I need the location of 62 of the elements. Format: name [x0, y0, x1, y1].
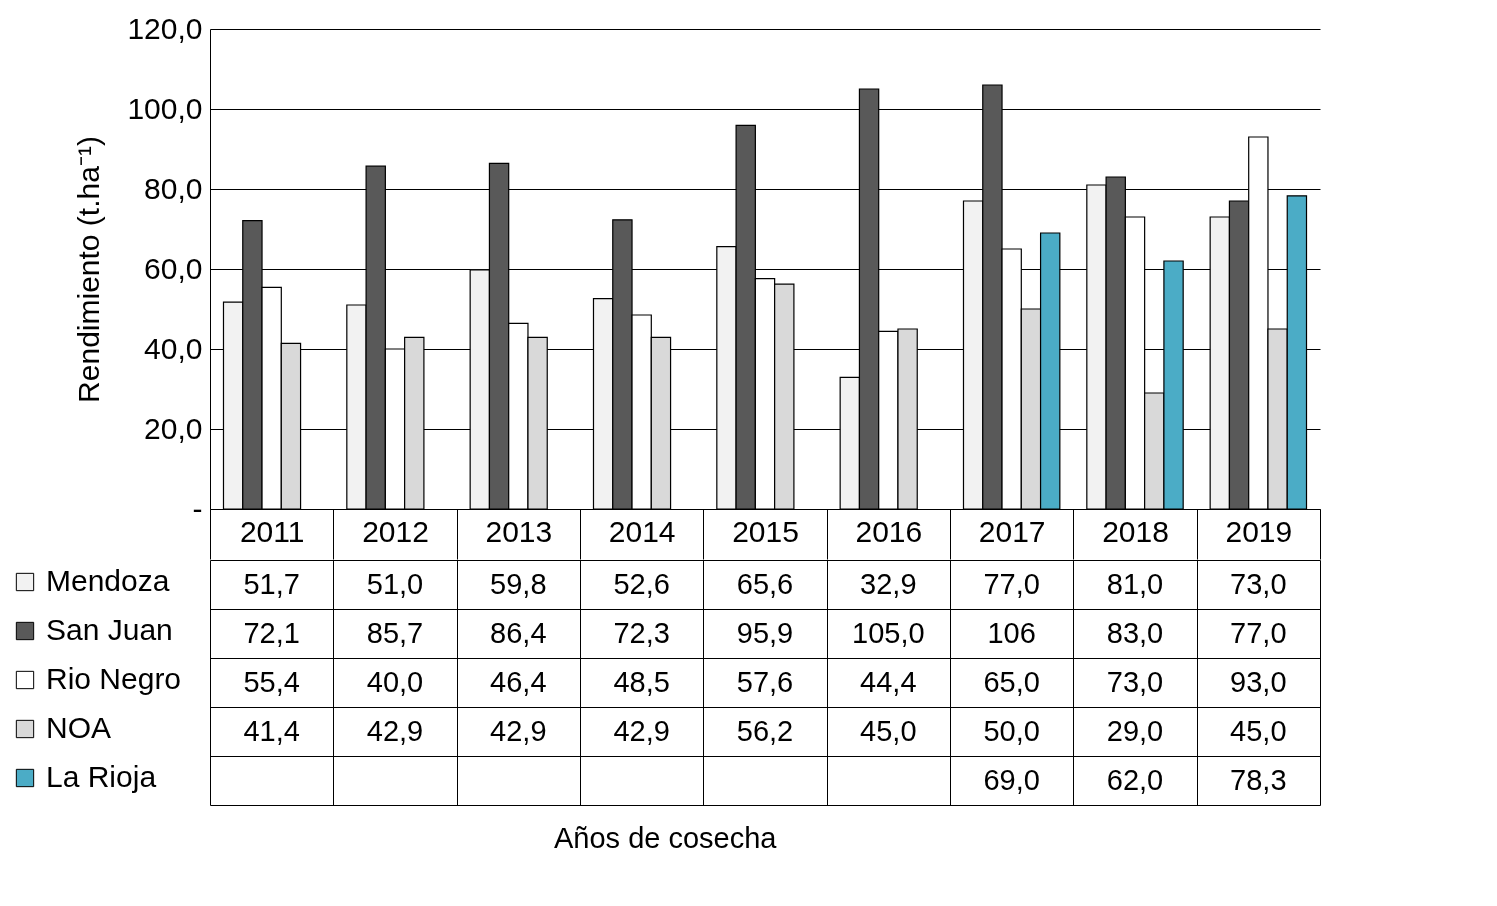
data-label: 48,5 [613, 665, 670, 698]
data-label: 65,6 [736, 567, 794, 600]
y-tick-label: 120,0 [127, 11, 203, 45]
y-tick-label: - [192, 491, 203, 525]
data-label: 44,4 [860, 665, 917, 698]
data-label: 42,9 [613, 714, 670, 747]
data-label: 52,6 [613, 567, 670, 600]
data-label: 51,7 [243, 567, 300, 600]
data-label: 29,0 [1106, 714, 1164, 747]
x-tick-label: 2011 [239, 514, 305, 548]
data-label: 85,7 [366, 616, 424, 649]
legend-label: Rio Negro [46, 662, 182, 695]
data-label: 45,0 [1230, 714, 1287, 747]
data-label: 42,9 [490, 714, 547, 747]
legend-label: La Rioja [46, 760, 157, 793]
x-tick-label: 2019 [1225, 514, 1293, 548]
data-label: 55,4 [243, 665, 300, 698]
x-tick-label: 2013 [485, 514, 553, 548]
legend-label: Mendoza [46, 564, 170, 597]
data-label: 51,0 [366, 567, 424, 600]
data-label: 57,6 [736, 665, 794, 698]
data-label: 83,0 [1106, 616, 1164, 649]
x-tick-label: 2012 [362, 514, 429, 548]
x-tick-label: 2018 [1102, 514, 1169, 548]
data-label: 77,0 [1230, 616, 1287, 649]
data-label: 77,0 [983, 567, 1040, 600]
data-label: 105,0 [852, 616, 925, 649]
data-label: 41,4 [243, 714, 300, 747]
data-label: 73,0 [1106, 665, 1164, 698]
data-label: 32,9 [860, 567, 917, 600]
y-tick-label: 60,0 [144, 251, 203, 285]
data-label: 69,0 [983, 763, 1040, 796]
data-label: 72,3 [613, 616, 670, 649]
x-tick-label: 2017 [978, 514, 1046, 548]
data-label: 86,4 [490, 616, 547, 649]
x-tick-label: 2016 [855, 514, 923, 548]
data-label: 56,2 [736, 714, 794, 747]
data-label: 95,9 [736, 616, 794, 649]
data-label: 45,0 [860, 714, 917, 747]
y-tick-label: 20,0 [144, 411, 203, 445]
y-tick-label: 40,0 [144, 331, 203, 365]
data-label: 42,9 [366, 714, 424, 747]
data-label: 59,8 [490, 567, 547, 600]
text: Años de cosecha [554, 822, 778, 854]
data-label: 93,0 [1230, 665, 1287, 698]
data-label: 81,0 [1106, 567, 1164, 600]
data-label: 40,0 [366, 665, 424, 698]
y-tick-label: 80,0 [144, 171, 203, 205]
legend-label: NOA [46, 711, 112, 744]
y-tick-label: 100,0 [127, 91, 203, 125]
data-label: 50,0 [983, 714, 1040, 747]
data-label: 73,0 [1230, 567, 1287, 600]
legend-label: San Juan [46, 613, 173, 646]
data-label: 106 [987, 616, 1036, 649]
data-label: 72,1 [243, 616, 300, 649]
x-tick-label: 2014 [608, 514, 676, 548]
x-tick-label: 2015 [732, 514, 799, 548]
data-label: 78,3 [1230, 763, 1287, 796]
data-label: 65,0 [983, 665, 1040, 698]
data-label: 62,0 [1106, 763, 1164, 796]
data-label: 46,4 [490, 665, 547, 698]
y-axis-title: Rendimiento (t.ha⁻¹) [72, 136, 106, 403]
